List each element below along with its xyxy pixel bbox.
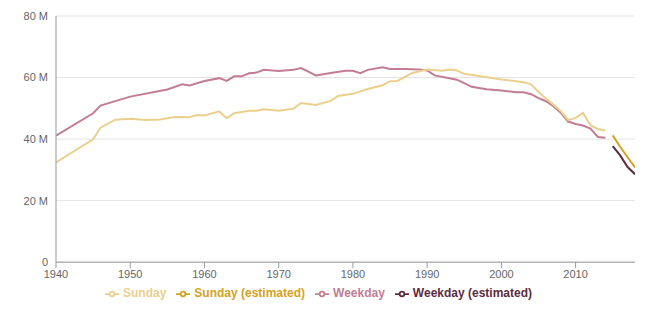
html-text:Weekday: Weekday bbox=[333, 286, 385, 301]
svg-text:20 M: 20 M bbox=[24, 195, 48, 207]
svg-text:40 M: 40 M bbox=[24, 133, 48, 145]
svg-text:2000: 2000 bbox=[489, 268, 513, 280]
html-text:Weekday (estimated): Weekday (estimated) bbox=[412, 286, 532, 301]
svg-text:2010: 2010 bbox=[563, 268, 587, 280]
svg-text:1990: 1990 bbox=[415, 268, 439, 280]
html-text:Sunday: Sunday bbox=[123, 286, 167, 301]
svg-text:1980: 1980 bbox=[341, 268, 365, 280]
svg-text:80 M: 80 M bbox=[24, 10, 48, 22]
svg-text:1960: 1960 bbox=[192, 268, 216, 280]
svg-text:0: 0 bbox=[42, 256, 48, 268]
svg-text:60 M: 60 M bbox=[24, 71, 48, 83]
svg-text:1940: 1940 bbox=[44, 268, 68, 280]
svg-text:1950: 1950 bbox=[118, 268, 142, 280]
svg-text:1970: 1970 bbox=[266, 268, 290, 280]
html-text:Sunday (estimated): Sunday (estimated) bbox=[194, 286, 305, 301]
